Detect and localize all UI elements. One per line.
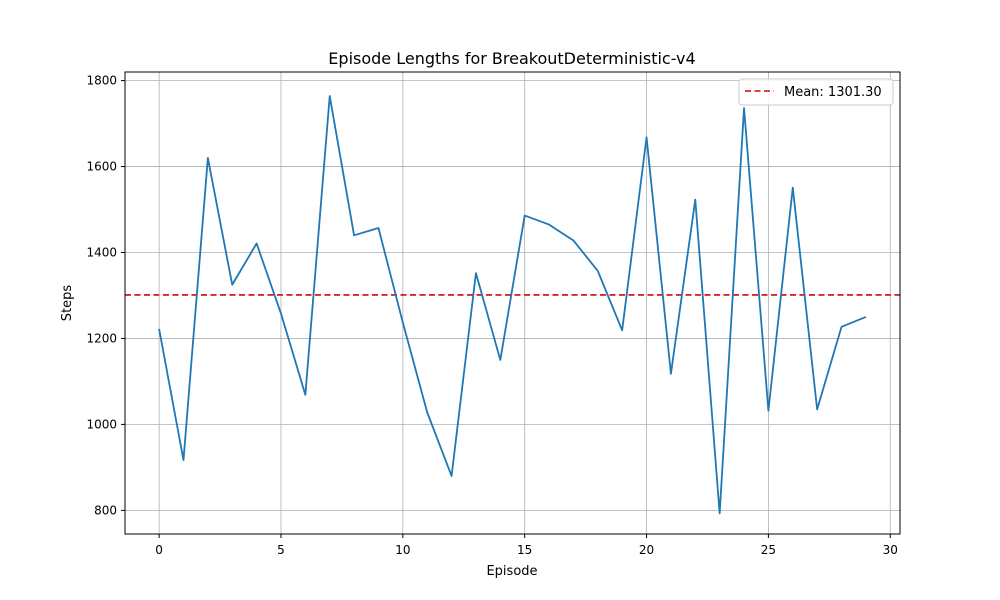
x-tick-label: 20 [639,543,654,557]
chart-title: Episode Lengths for BreakoutDeterministi… [328,49,695,68]
x-tick-label: 15 [517,543,532,557]
y-axis-label: Steps [60,285,75,322]
x-tick-label: 0 [155,543,163,557]
legend-box [738,78,894,106]
y-tick-label: 800 [94,503,117,517]
y-tick-label: 1200 [86,331,117,345]
legend: Mean: 1301.30 [738,78,894,106]
y-tick-label: 1600 [86,160,117,174]
x-tick-label: 30 [883,543,898,557]
axis-ticks: 0 5 10 15 20 25 30 800 1000 1200 1400 1600 1800 [86,74,897,557]
x-tick-label: 25 [761,543,776,557]
y-tick-label: 1000 [86,417,117,431]
x-tick-label: 5 [277,543,285,557]
series-group [158,95,867,515]
legend-label-mean: Mean: 1301.30 [784,85,882,100]
x-tick-label: 10 [395,543,410,557]
plot-area-frame [124,71,901,535]
x-axis-label: Episode [486,564,537,579]
y-tick-label: 1400 [86,246,117,260]
grid [125,72,900,534]
y-tick-label: 1800 [86,74,117,88]
episode-length-line [158,95,867,515]
